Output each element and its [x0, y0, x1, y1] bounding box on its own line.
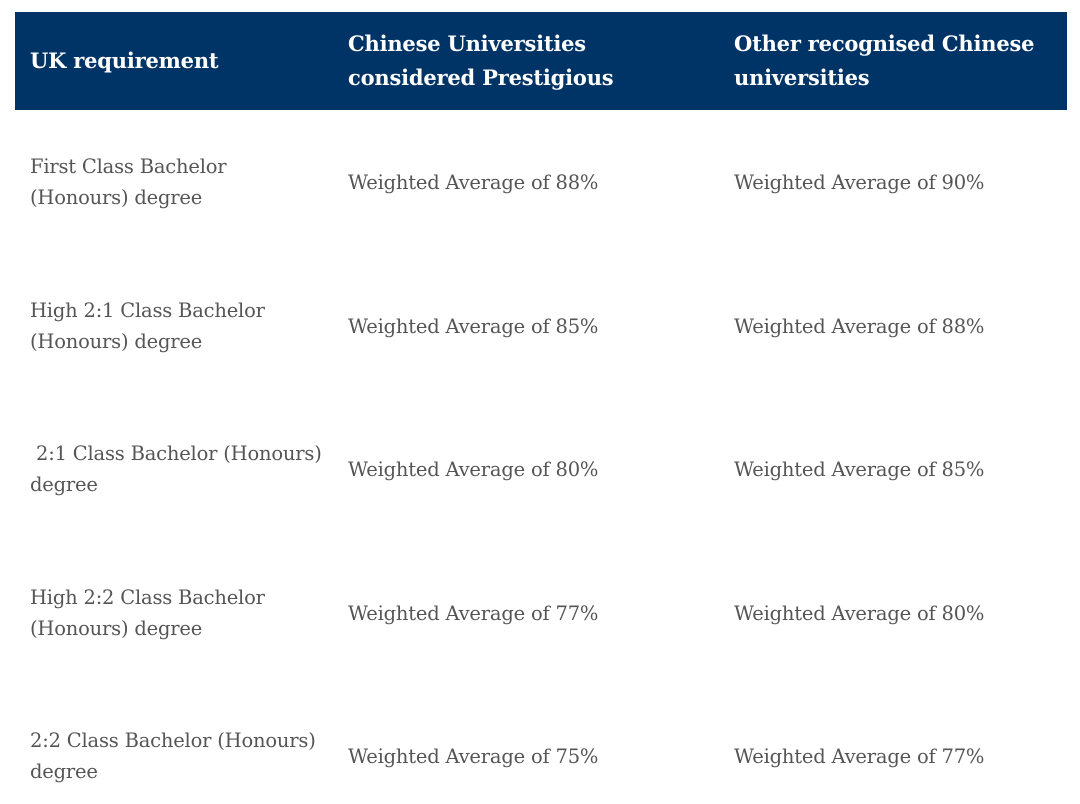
table-row: 2:1 Class Bachelor (Honours) degree Weig…	[15, 419, 1067, 519]
other-value-cell: Weighted Average of 85%	[734, 457, 985, 481]
header-label: Chinese Universities considered Prestigi…	[348, 31, 614, 90]
uk-requirement-cell: High 2:1 Class Bachelor (Honours) degree	[30, 299, 265, 353]
table-row: High 2:2 Class Bachelor (Honours) degree…	[15, 563, 1067, 663]
header-label: UK requirement	[30, 48, 219, 73]
header-uk-requirement: UK requirement	[30, 12, 330, 110]
table-row: 2:2 Class Bachelor (Honours) degree Weig…	[15, 706, 1067, 804]
uk-requirement-cell: 2:1 Class Bachelor (Honours) degree	[30, 442, 328, 496]
entry-requirements-table: UK requirement Chinese Universities cons…	[15, 12, 1067, 783]
prestigious-value-cell: Weighted Average of 88%	[348, 170, 599, 194]
header-other-universities: Other recognised Chinese universities	[734, 12, 1044, 110]
other-value-cell: Weighted Average of 88%	[734, 314, 985, 338]
uk-requirement-cell: 2:2 Class Bachelor (Honours) degree	[30, 729, 316, 783]
prestigious-value-cell: Weighted Average of 85%	[348, 314, 599, 338]
table-row: High 2:1 Class Bachelor (Honours) degree…	[15, 276, 1067, 376]
prestigious-value-cell: Weighted Average of 75%	[348, 744, 599, 768]
prestigious-value-cell: Weighted Average of 77%	[348, 601, 599, 625]
uk-requirement-cell: First Class Bachelor (Honours) degree	[30, 155, 227, 209]
table-header: UK requirement Chinese Universities cons…	[15, 12, 1067, 110]
other-value-cell: Weighted Average of 80%	[734, 601, 985, 625]
header-label: Other recognised Chinese universities	[734, 31, 1035, 90]
header-prestigious-universities: Chinese Universities considered Prestigi…	[348, 12, 628, 110]
uk-requirement-cell: High 2:2 Class Bachelor (Honours) degree	[30, 586, 265, 640]
other-value-cell: Weighted Average of 77%	[734, 744, 985, 768]
other-value-cell: Weighted Average of 90%	[734, 170, 985, 194]
prestigious-value-cell: Weighted Average of 80%	[348, 457, 599, 481]
table-row: First Class Bachelor (Honours) degree We…	[15, 132, 1067, 232]
